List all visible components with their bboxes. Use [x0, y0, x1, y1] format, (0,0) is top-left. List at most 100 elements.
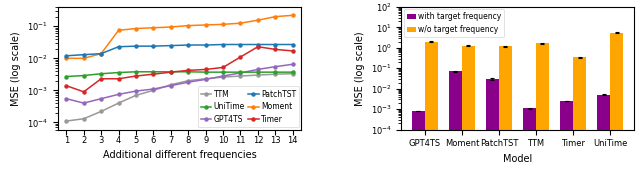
Moment — [167, 26, 175, 28]
PatchTST — [150, 45, 157, 47]
GPT4TS — [271, 66, 279, 68]
TTM — [115, 102, 122, 104]
Timer — [63, 85, 70, 87]
Timer — [289, 50, 296, 52]
Moment — [63, 57, 70, 59]
Moment — [97, 53, 105, 55]
TTM — [220, 76, 227, 78]
Legend: TTM, UniTime, GPT4TS, PatchTST, Moment, Timer: TTM, UniTime, GPT4TS, PatchTST, Moment, … — [198, 86, 299, 127]
Moment — [132, 27, 140, 30]
Timer — [132, 75, 140, 77]
UniTime — [184, 71, 192, 73]
Line: GPT4TS: GPT4TS — [65, 63, 294, 105]
UniTime — [132, 71, 140, 73]
Moment — [150, 27, 157, 29]
Bar — [449, 71, 462, 175]
Timer — [150, 73, 157, 75]
TTM — [271, 73, 279, 75]
Moment — [115, 29, 122, 31]
PatchTST — [254, 43, 262, 46]
Moment — [80, 57, 88, 59]
GPT4TS — [289, 63, 296, 65]
Bar — [462, 46, 475, 175]
UniTime — [115, 71, 122, 74]
PatchTST — [237, 43, 244, 46]
UniTime — [150, 71, 157, 73]
Bar — [523, 108, 536, 175]
Moment — [254, 19, 262, 21]
UniTime — [254, 71, 262, 73]
GPT4TS — [202, 78, 209, 81]
Timer — [80, 91, 88, 93]
PatchTST — [115, 46, 122, 48]
Line: Moment: Moment — [65, 14, 294, 60]
GPT4TS — [220, 75, 227, 77]
Y-axis label: MSE (log scale): MSE (log scale) — [12, 31, 21, 106]
Bar — [597, 95, 610, 175]
GPT4TS — [115, 93, 122, 95]
TTM — [150, 89, 157, 91]
PatchTST — [167, 44, 175, 47]
Timer — [237, 56, 244, 58]
GPT4TS — [97, 98, 105, 100]
TTM — [132, 94, 140, 96]
UniTime — [220, 71, 227, 73]
Moment — [220, 23, 227, 25]
PatchTST — [184, 44, 192, 46]
UniTime — [289, 71, 296, 73]
PatchTST — [132, 45, 140, 47]
Moment — [271, 16, 279, 18]
UniTime — [80, 75, 88, 77]
Bar — [425, 42, 438, 175]
Line: Timer: Timer — [65, 45, 294, 93]
Line: PatchTST: PatchTST — [65, 43, 294, 57]
Bar — [412, 111, 425, 175]
Y-axis label: MSE (log scale): MSE (log scale) — [355, 31, 365, 106]
Bar — [486, 79, 499, 175]
GPT4TS — [80, 102, 88, 104]
GPT4TS — [167, 85, 175, 87]
Bar — [560, 101, 573, 175]
Moment — [237, 22, 244, 24]
Timer — [271, 48, 279, 50]
Timer — [202, 68, 209, 71]
TTM — [184, 80, 192, 82]
PatchTST — [97, 53, 105, 55]
Moment — [289, 14, 296, 16]
Timer — [97, 78, 105, 80]
UniTime — [202, 71, 209, 73]
TTM — [237, 75, 244, 77]
UniTime — [237, 71, 244, 73]
X-axis label: Model: Model — [503, 154, 532, 164]
TTM — [202, 78, 209, 80]
Legend: with target frequency, w/o target frequency: with target frequency, w/o target freque… — [404, 9, 504, 37]
TTM — [254, 74, 262, 76]
Bar — [573, 57, 586, 175]
Line: TTM: TTM — [65, 72, 294, 123]
TTM — [167, 84, 175, 86]
TTM — [97, 110, 105, 113]
UniTime — [97, 73, 105, 75]
TTM — [289, 73, 296, 75]
GPT4TS — [132, 90, 140, 92]
GPT4TS — [254, 68, 262, 71]
Timer — [184, 69, 192, 71]
Timer — [220, 66, 227, 68]
GPT4TS — [184, 81, 192, 83]
Timer — [254, 46, 262, 48]
GPT4TS — [237, 72, 244, 74]
TTM — [63, 120, 70, 122]
PatchTST — [289, 43, 296, 46]
Timer — [167, 71, 175, 73]
Bar — [610, 33, 623, 175]
UniTime — [271, 71, 279, 73]
Line: UniTime: UniTime — [65, 70, 294, 78]
GPT4TS — [150, 88, 157, 90]
PatchTST — [220, 43, 227, 46]
Moment — [202, 24, 209, 26]
UniTime — [63, 75, 70, 78]
PatchTST — [63, 55, 70, 57]
PatchTST — [271, 43, 279, 46]
Timer — [115, 78, 122, 80]
Moment — [184, 25, 192, 27]
